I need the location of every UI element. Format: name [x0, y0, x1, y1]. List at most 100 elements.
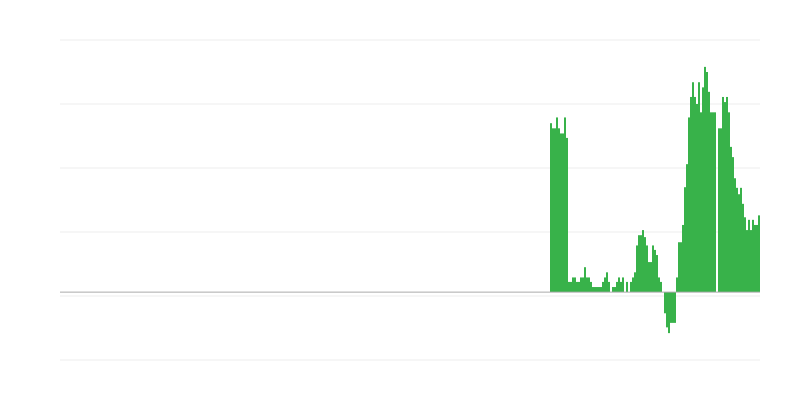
bar	[562, 133, 564, 293]
bar	[622, 277, 624, 293]
bar	[572, 277, 574, 293]
bar	[650, 262, 652, 293]
bar	[680, 242, 682, 293]
bar	[670, 292, 672, 323]
bar	[710, 112, 712, 293]
bar	[700, 112, 702, 293]
bar	[642, 230, 644, 293]
bar	[712, 112, 714, 293]
bar	[704, 66, 706, 293]
bar	[696, 104, 698, 293]
bar	[698, 82, 700, 293]
bar	[746, 230, 748, 293]
bar	[666, 292, 668, 328]
bar	[636, 245, 638, 293]
bar	[570, 281, 572, 293]
bar	[714, 112, 716, 293]
bar	[614, 287, 616, 293]
bar	[664, 292, 666, 314]
bar	[702, 87, 704, 293]
bar	[586, 277, 588, 293]
bar	[594, 287, 596, 293]
bar	[602, 281, 604, 293]
bar	[722, 96, 724, 293]
bar	[682, 224, 684, 293]
bar	[592, 287, 594, 293]
bar	[596, 287, 598, 293]
bar	[606, 272, 608, 293]
bar	[550, 123, 552, 293]
bar	[554, 128, 556, 293]
bar	[750, 230, 752, 293]
bar	[660, 281, 662, 293]
bar	[632, 277, 634, 293]
bar	[756, 224, 758, 293]
bar	[588, 277, 590, 293]
bar	[728, 112, 730, 293]
bar	[726, 96, 728, 293]
bar	[566, 137, 568, 293]
gridlines	[60, 39, 760, 361]
bar	[560, 133, 562, 293]
bar	[626, 281, 628, 293]
bar	[684, 187, 686, 293]
bar	[758, 215, 760, 293]
bar	[718, 128, 720, 293]
bar	[678, 242, 680, 293]
bar	[556, 117, 558, 293]
bar	[658, 277, 660, 293]
bar	[734, 178, 736, 293]
bar	[654, 249, 656, 293]
bar	[652, 245, 654, 293]
bar	[690, 96, 692, 293]
bar	[564, 117, 566, 293]
bar	[724, 102, 726, 293]
bar	[732, 157, 734, 293]
bar	[608, 281, 610, 293]
bar	[600, 287, 602, 293]
bar	[752, 219, 754, 293]
bar	[742, 203, 744, 293]
bar	[668, 292, 670, 334]
bar	[598, 287, 600, 293]
bar	[708, 91, 710, 293]
bar	[644, 237, 646, 293]
bar	[582, 277, 584, 293]
bar	[736, 187, 738, 293]
bar	[744, 217, 746, 293]
bar	[686, 164, 688, 293]
bar	[638, 235, 640, 293]
bar	[612, 287, 614, 293]
bar	[616, 281, 618, 293]
bar	[738, 194, 740, 293]
bar	[754, 224, 756, 293]
bar	[620, 281, 622, 293]
bar	[730, 146, 732, 293]
bar	[720, 128, 722, 293]
bar	[694, 96, 696, 293]
bar	[590, 281, 592, 293]
bar	[672, 292, 674, 323]
bar	[692, 82, 694, 293]
bar	[674, 292, 676, 323]
bar	[574, 277, 576, 293]
bar	[706, 72, 708, 293]
bar	[630, 281, 632, 293]
bar	[618, 277, 620, 293]
bar	[568, 281, 570, 293]
bar	[578, 281, 580, 293]
bar	[584, 267, 586, 293]
bar	[676, 277, 678, 293]
bar	[688, 117, 690, 293]
bar	[558, 128, 560, 293]
bar	[634, 272, 636, 293]
bar	[648, 262, 650, 293]
bar	[646, 245, 648, 293]
bars	[550, 66, 760, 334]
bar	[604, 277, 606, 293]
bar	[656, 255, 658, 293]
bar	[552, 128, 554, 293]
bar	[580, 277, 582, 293]
bar	[748, 219, 750, 293]
